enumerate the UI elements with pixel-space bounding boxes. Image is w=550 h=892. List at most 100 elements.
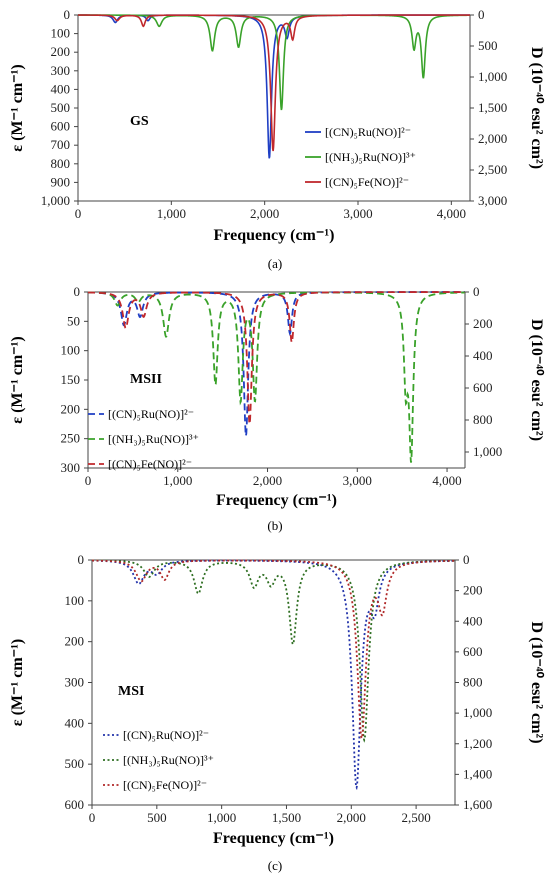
x-axis-label: Frequency (cm⁻¹) xyxy=(214,227,335,244)
series-line-3 xyxy=(78,14,470,152)
x-tick-label: 3,000 xyxy=(343,473,372,488)
state-annotation: MSII xyxy=(130,372,162,387)
x-tick-label: 1,000 xyxy=(157,206,186,221)
x-axis-label: Frequency (cm⁻¹) xyxy=(213,830,334,847)
y-tick-label: 300 xyxy=(61,460,81,475)
legend-label-2: [(NH₃)₅Ru(NO)]³⁺ xyxy=(325,150,416,164)
series-line-2 xyxy=(78,14,471,111)
y2-tick-label: 400 xyxy=(473,348,493,363)
y-tick-label: 0 xyxy=(74,284,81,299)
y-axis-label: ε (M⁻¹ cm⁻¹) xyxy=(9,336,26,424)
y2-tick-label: 200 xyxy=(473,316,493,331)
y-axis-label: ε (M⁻¹ cm⁻¹) xyxy=(9,64,26,152)
x-tick-label: 2,000 xyxy=(337,810,366,825)
y-tick-label: 200 xyxy=(61,401,81,416)
legend-label-1: [(CN)₅Ru(NO)]²⁻ xyxy=(108,407,194,421)
chart-panel-2: 0 1,000 2,000 3,000 4,000 0 50 100 150 200 250 300 0… xyxy=(9,284,545,533)
series-line-3 xyxy=(87,291,465,425)
y2-tick-label: 3,000 xyxy=(478,193,507,208)
x-axis-label: Frequency (cm⁻¹) xyxy=(216,492,337,509)
y-tick-label: 300 xyxy=(65,675,85,690)
legend-label-2: [(NH₃)₅Ru(NO)]³⁺ xyxy=(108,432,199,446)
x-tick-label: 0 xyxy=(89,810,96,825)
y2-tick-label: 400 xyxy=(463,613,483,628)
y2-tick-label: 0 xyxy=(463,552,470,567)
y-tick-label: 300 xyxy=(51,63,71,78)
state-annotation: GS xyxy=(130,114,149,129)
y-tick-label: 600 xyxy=(65,797,85,812)
y-tick-label: 100 xyxy=(51,26,71,41)
y2-tick-label: 0 xyxy=(473,284,480,299)
y-tick-label: 1,000 xyxy=(41,193,70,208)
state-annotation: MSI xyxy=(118,684,144,699)
y2-axis-label: D (10⁻⁴⁰ esu² cm²) xyxy=(528,621,545,743)
y2-tick-label: 1,000 xyxy=(478,69,507,84)
y-tick-label: 900 xyxy=(51,174,71,189)
y-tick-label: 500 xyxy=(65,756,85,771)
y2-axis-label: D (10⁻⁴⁰ esu² cm²) xyxy=(528,319,545,441)
chart-panel-3: 0 500 1,000 1,500 2,000 2,500 0 100 200 300 400 500… xyxy=(9,552,545,873)
y2-tick-label: 1,600 xyxy=(463,797,492,812)
legend-label-3: [(CN)₅Fe(NO)]²⁻ xyxy=(108,457,192,471)
x-tick-label: 2,000 xyxy=(253,473,282,488)
y-tick-label: 100 xyxy=(65,593,85,608)
legend-label-1: [(CN)₅Ru(NO)]²⁻ xyxy=(123,728,209,742)
panel-label: (c) xyxy=(268,858,282,873)
y-tick-label: 600 xyxy=(51,119,71,134)
x-tick-label: 3,000 xyxy=(343,206,372,221)
legend-label-1: [(CN)₅Ru(NO)]²⁻ xyxy=(325,125,411,139)
legend-label-3: [(CN)₅Fe(NO)]²⁻ xyxy=(123,778,207,792)
legend-label-3: [(CN)₅Fe(NO)]²⁻ xyxy=(325,175,409,189)
panel-label: (a) xyxy=(268,256,282,271)
x-tick-label: 4,000 xyxy=(432,473,461,488)
x-tick-label: 0 xyxy=(85,473,92,488)
y2-tick-label: 500 xyxy=(478,38,498,53)
series-line-2 xyxy=(91,559,456,743)
series-line-3 xyxy=(91,559,456,740)
panel-label: (b) xyxy=(267,518,282,533)
y2-tick-label: 2,500 xyxy=(478,162,507,177)
x-tick-label: 4,000 xyxy=(437,206,466,221)
x-tick-label: 0 xyxy=(75,206,82,221)
y2-tick-label: 600 xyxy=(463,644,483,659)
chart-panel-1: 0 1,000 2,000 3,000 4,000 0 100 200 300 400 500 600… xyxy=(9,7,545,271)
y-tick-label: 50 xyxy=(67,313,80,328)
legend: [(CN)₅Ru(NO)]²⁻ [(NH₃)₅Ru(NO)]³⁺ [(CN)₅Fe(… xyxy=(305,125,416,189)
x-tick-label: 1,000 xyxy=(163,473,192,488)
y2-tick-label: 1,400 xyxy=(463,766,492,781)
y2-tick-label: 800 xyxy=(463,675,483,690)
y2-tick-label: 1,000 xyxy=(463,705,492,720)
legend: [(CN)₅Ru(NO)]²⁻ [(NH₃)₅Ru(NO)]³⁺ [(CN)₅Fe(… xyxy=(88,407,199,471)
y2-axis-label: D (10⁻⁴⁰ esu² cm²) xyxy=(528,47,545,169)
y-tick-label: 200 xyxy=(65,634,85,649)
y2-tick-label: 0 xyxy=(478,7,485,22)
y2-tick-label: 1,000 xyxy=(473,444,502,459)
legend: [(CN)₅Ru(NO)]²⁻ [(NH₃)₅Ru(NO)]³⁺ [(CN)₅Fe(… xyxy=(103,728,214,792)
x-tick-label: 2,000 xyxy=(250,206,279,221)
x-tick-label: 1,500 xyxy=(272,810,301,825)
y-tick-label: 400 xyxy=(65,715,85,730)
y2-tick-label: 200 xyxy=(463,583,483,598)
x-tick-label: 500 xyxy=(147,810,167,825)
legend-label-2: [(NH₃)₅Ru(NO)]³⁺ xyxy=(123,753,214,767)
y-tick-label: 0 xyxy=(78,552,85,567)
y-tick-label: 0 xyxy=(64,7,71,22)
y-tick-label: 500 xyxy=(51,100,71,115)
y2-tick-label: 800 xyxy=(473,412,493,427)
y-tick-label: 800 xyxy=(51,156,71,171)
x-tick-label: 1,000 xyxy=(207,810,236,825)
y-tick-label: 250 xyxy=(61,431,81,446)
y-axis-label: ε (M⁻¹ cm⁻¹) xyxy=(9,639,26,727)
y2-tick-label: 1,200 xyxy=(463,736,492,751)
y-tick-label: 100 xyxy=(61,343,81,358)
y-tick-label: 700 xyxy=(51,137,71,152)
y-tick-label: 150 xyxy=(61,372,81,387)
y2-tick-label: 1,500 xyxy=(478,100,507,115)
series-line-2 xyxy=(87,291,466,463)
y-tick-label: 400 xyxy=(51,81,71,96)
y2-tick-label: 600 xyxy=(473,380,493,395)
x-tick-label: 2,500 xyxy=(401,810,430,825)
y2-tick-label: 2,000 xyxy=(478,131,507,146)
y-tick-label: 200 xyxy=(51,44,71,59)
